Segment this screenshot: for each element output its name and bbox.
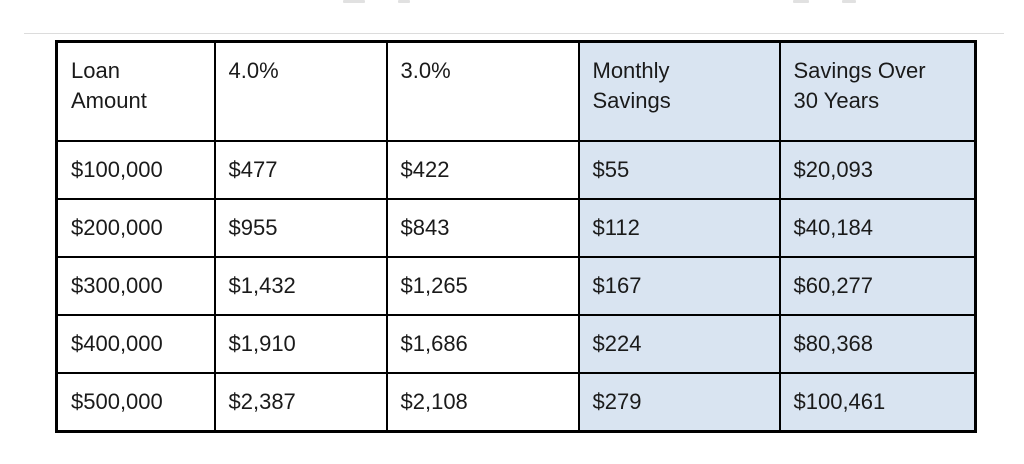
cell-monthly-savings: $167 [577, 256, 781, 316]
cell-savings-30yr: $20,093 [778, 140, 977, 200]
cell-monthly-savings: $112 [577, 198, 781, 258]
cell-payment-3pct: $2,108 [385, 372, 580, 433]
cell-savings-30yr: $80,368 [778, 314, 977, 374]
cell-savings-30yr: $60,277 [778, 256, 977, 316]
cell-payment-3pct: $843 [385, 198, 580, 258]
cell-savings-30yr: $40,184 [778, 198, 977, 258]
header-text: Monthly [592, 58, 670, 83]
cell-payment-3pct: $1,265 [385, 256, 580, 316]
cell-payment-4pct: $477 [213, 140, 388, 200]
cropped-text-artifact [793, 0, 809, 3]
cell-payment-4pct: $2,387 [213, 372, 388, 433]
header-text: Loan [71, 58, 120, 83]
savings-table-container: Loan Amount 4.0% 3.0% Monthly Savings Sa… [55, 40, 977, 433]
header-rate-4-percent: 4.0% [213, 40, 388, 142]
cell-monthly-savings: $55 [577, 140, 781, 200]
table-row: $500,000 $2,387 $2,108 $279 $100,461 [55, 372, 977, 433]
header-rate-3-percent: 3.0% [385, 40, 580, 142]
cell-payment-4pct: $955 [213, 198, 388, 258]
loan-savings-table: Loan Amount 4.0% 3.0% Monthly Savings Sa… [55, 40, 977, 433]
header-text: Amount [71, 88, 147, 113]
cell-loan-amount: $500,000 [55, 372, 216, 433]
header-text: Savings [592, 88, 671, 113]
cell-payment-4pct: $1,432 [213, 256, 388, 316]
cropped-text-artifact [842, 0, 856, 3]
header-loan-amount: Loan Amount [55, 40, 216, 142]
header-text: Savings Over [793, 58, 926, 83]
table-row: $100,000 $477 $422 $55 $20,093 [55, 140, 977, 200]
cell-loan-amount: $200,000 [55, 198, 216, 258]
table-row: $200,000 $955 $843 $112 $40,184 [55, 198, 977, 258]
cell-payment-4pct: $1,910 [213, 314, 388, 374]
header-row: Loan Amount 4.0% 3.0% Monthly Savings Sa… [55, 40, 977, 142]
cropped-text-artifact [343, 0, 365, 3]
header-text: 30 Years [793, 88, 880, 113]
header-text: 3.0% [400, 58, 451, 83]
header-text: 4.0% [228, 58, 279, 83]
cell-monthly-savings: $224 [577, 314, 781, 374]
header-monthly-savings: Monthly Savings [577, 40, 781, 142]
horizontal-divider [24, 33, 1004, 34]
header-savings-30-years: Savings Over 30 Years [778, 40, 977, 142]
cell-payment-3pct: $422 [385, 140, 580, 200]
cell-payment-3pct: $1,686 [385, 314, 580, 374]
cell-loan-amount: $400,000 [55, 314, 216, 374]
cell-loan-amount: $100,000 [55, 140, 216, 200]
table-row: $300,000 $1,432 $1,265 $167 $60,277 [55, 256, 977, 316]
cell-monthly-savings: $279 [577, 372, 781, 433]
cropped-text-artifact [398, 0, 410, 3]
cell-savings-30yr: $100,461 [778, 372, 977, 433]
table-row: $400,000 $1,910 $1,686 $224 $80,368 [55, 314, 977, 374]
cell-loan-amount: $300,000 [55, 256, 216, 316]
